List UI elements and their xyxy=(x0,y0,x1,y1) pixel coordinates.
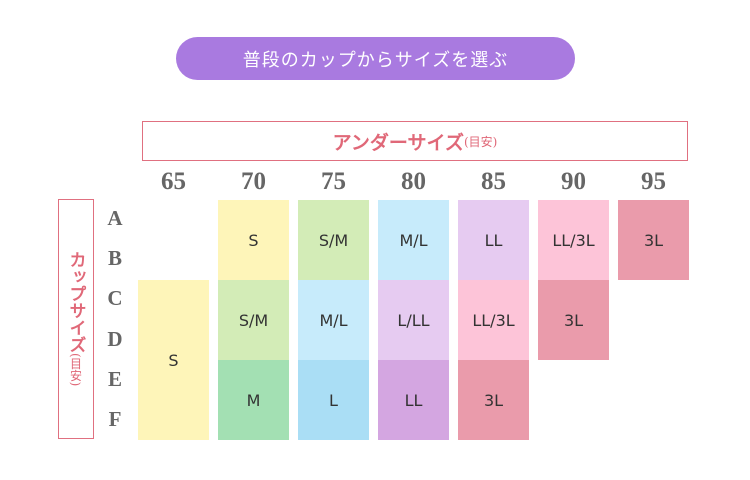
size-cell-80-C-D: L/LL xyxy=(378,280,449,360)
size-cell-95-A-B: 3L xyxy=(618,200,689,280)
row-header-D: D xyxy=(107,326,123,351)
size-cell-70-E-F: M xyxy=(218,360,289,440)
title-pill: 普段のカップからサイズを選ぶ xyxy=(176,37,575,80)
row-header-E: E xyxy=(107,366,122,391)
size-cell-80-E-F: LL xyxy=(378,360,449,440)
size-cell-75-A-B: S/M xyxy=(298,200,369,280)
column-header-75: 75 xyxy=(321,168,346,195)
size-cell-75-E-F: L xyxy=(298,360,369,440)
row-header-B: B xyxy=(107,246,122,271)
row-header-C: C xyxy=(107,286,123,311)
size-cell-90-C-D: 3L xyxy=(538,280,609,360)
column-header-90: 90 xyxy=(561,168,586,195)
size-cell-85-E-F: 3L xyxy=(458,360,529,440)
row-header-A: A xyxy=(107,206,123,230)
column-header-95: 95 xyxy=(641,168,666,195)
size-cell-80-A-B: M/L xyxy=(378,200,449,280)
cup-size-note: (目安) xyxy=(68,353,83,387)
size-cell-90-A-B: LL/3L xyxy=(538,200,609,280)
row-header-F: F xyxy=(108,407,122,431)
cup-size-label: カップサイズ xyxy=(65,251,86,354)
column-header-85: 85 xyxy=(481,168,506,195)
size-cell-65-C-F: S xyxy=(138,280,209,440)
column-header-70: 70 xyxy=(241,168,266,195)
column-header-65: 65 xyxy=(161,168,186,195)
cup-size-header: カップサイズ (目安) xyxy=(58,199,94,439)
size-cell-70-A-B: S xyxy=(218,200,289,280)
size-cell-85-A-B: LL xyxy=(458,200,529,280)
under-size-header: アンダーサイズ (目安) xyxy=(142,121,688,161)
under-size-note: (目安) xyxy=(463,134,498,149)
size-cell-85-C-D: LL/3L xyxy=(458,280,529,360)
size-cell-75-C-D: M/L xyxy=(298,280,369,360)
under-size-label: アンダーサイズ xyxy=(332,131,464,154)
column-header-80: 80 xyxy=(401,168,426,195)
size-cell-70-C-D: S/M xyxy=(218,280,289,360)
